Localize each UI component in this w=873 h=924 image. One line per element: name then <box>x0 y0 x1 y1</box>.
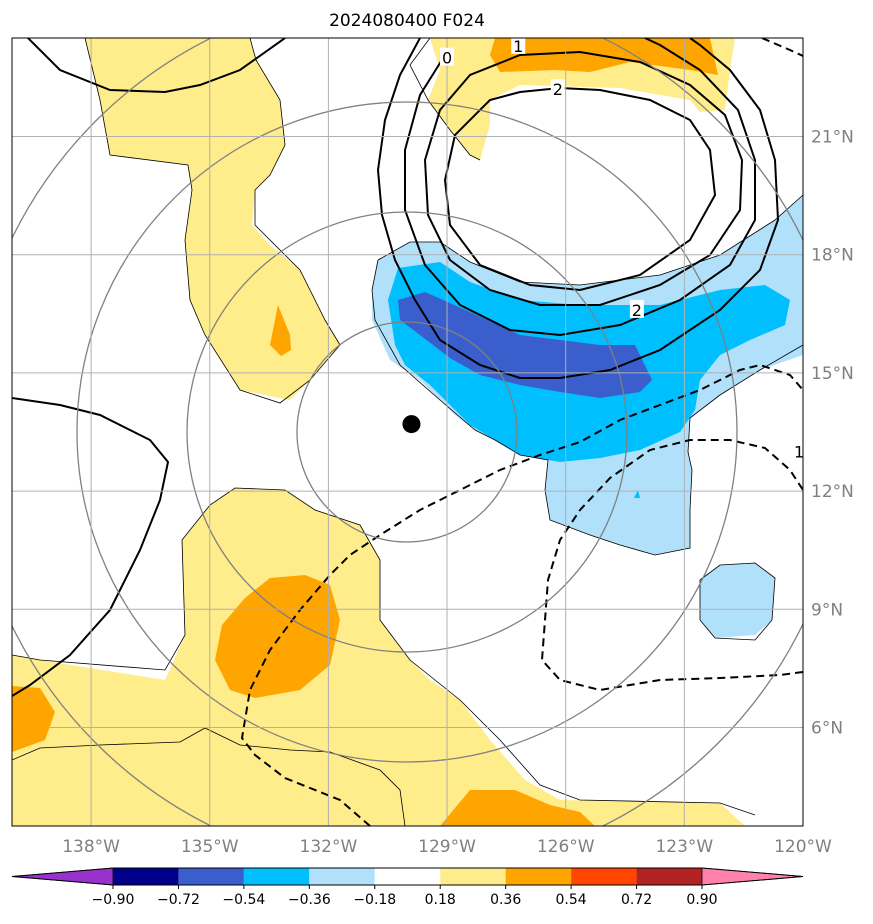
lon-tick-label: 138°W <box>62 837 120 857</box>
lat-tick-label: 12°N <box>811 482 854 502</box>
colorbar-tick-label: −0.90 <box>92 892 135 908</box>
lat-tick-label: 21°N <box>811 128 854 148</box>
contour-label-bg <box>792 441 803 460</box>
lat-tick-label: 15°N <box>811 364 854 384</box>
colorbar-segment <box>309 868 375 885</box>
dashed-contours <box>240 38 803 826</box>
latitude-tick-labels: 21°N 18°N 15°N 12°N 9°N 6°N <box>811 128 854 739</box>
lon-tick-label: 135°W <box>181 837 239 857</box>
colorbar-segment <box>505 868 572 885</box>
contour-label-bg <box>550 79 565 98</box>
storm-center-marker <box>402 415 421 434</box>
colorbar-tick-label: −0.54 <box>222 892 265 908</box>
colorbar-segment <box>178 868 244 885</box>
colorbar-extend-low <box>11 867 114 886</box>
colorbar-segment <box>571 868 637 885</box>
gridlines <box>12 38 803 826</box>
contour-labels: 0 1 2 2 1 <box>440 37 804 462</box>
chart-title: 2024080400 F024 <box>329 11 485 31</box>
colorbar-tick-labels: −0.90 −0.72 −0.54 −0.36 −0.18 0.18 0.36 0.54 0.7… <box>92 892 718 908</box>
colorbar-segment <box>374 868 441 885</box>
range-rings <box>12 38 803 826</box>
contour-label: 2 <box>553 80 563 99</box>
longitude-tick-labels: 138°W 135°W 132°W 129°W 126°W 123°W 120°W <box>62 837 832 857</box>
solid-contours <box>12 38 780 697</box>
negative-anomaly-fill <box>372 195 803 638</box>
lon-tick-label: 129°W <box>418 837 476 857</box>
colorbar-segment <box>243 868 310 885</box>
lon-tick-label: 123°W <box>655 837 713 857</box>
contour-label-bg <box>440 47 455 66</box>
colorbar-tick-label: −0.36 <box>288 892 331 908</box>
range-ring-1 <box>296 321 518 543</box>
contour-label: 1 <box>794 443 804 462</box>
colorbar-tick-label: 0.90 <box>686 892 717 908</box>
contour-label-bg <box>629 299 644 318</box>
colorbar-tick-label: 0.72 <box>621 892 652 908</box>
contour-label: 1 <box>513 37 523 56</box>
colorbar-segment <box>636 868 702 885</box>
lon-tick-label: 120°W <box>774 837 832 857</box>
lat-tick-label: 6°N <box>811 719 843 739</box>
lon-tick-label: 126°W <box>537 837 595 857</box>
colorbar-segment <box>440 868 506 885</box>
thin-contours <box>12 38 803 826</box>
range-ring-3 <box>76 101 738 763</box>
lat-tick-label: 18°N <box>811 246 854 266</box>
colorbar-extend-high <box>701 867 804 886</box>
colorbar-tick-label: 0.54 <box>556 892 587 908</box>
contour-label: 0 <box>442 49 452 68</box>
colorbar-tick-label: 0.18 <box>425 892 456 908</box>
contour-label-bg <box>511 38 526 54</box>
colorbar-tick-label: −0.72 <box>157 892 200 908</box>
map-area: 0 1 2 2 1 <box>12 37 804 826</box>
colorbar-tick-label: −0.18 <box>353 892 396 908</box>
lat-tick-label: 9°N <box>811 600 843 620</box>
contour-label: 2 <box>632 301 642 320</box>
colorbar-segment <box>113 868 179 885</box>
colorbar-tick-label: 0.36 <box>490 892 521 908</box>
lon-tick-label: 132°W <box>300 837 358 857</box>
colorbar <box>11 867 804 889</box>
range-ring-2 <box>186 211 628 653</box>
map-frame <box>11 37 804 827</box>
